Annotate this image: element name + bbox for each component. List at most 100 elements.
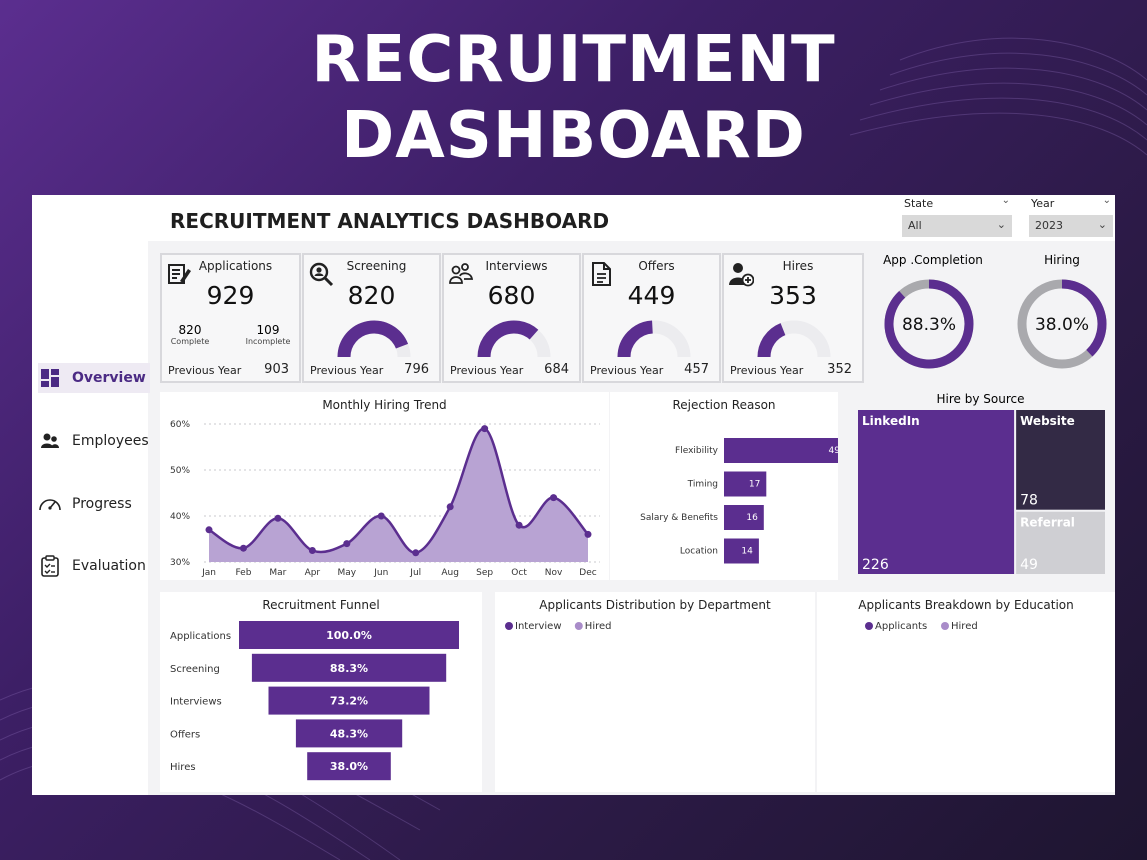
data-label: 17 (749, 480, 760, 490)
funnel-stage-label: Interviews (170, 697, 222, 708)
document-icon (592, 262, 611, 286)
kpi-prev-label: Previous Year (590, 364, 664, 377)
bar (724, 538, 759, 564)
hero-title-line1: RECRUITMENT (311, 23, 836, 97)
y-tick-label: 30% (170, 558, 190, 568)
department-chart: InterviewHiredMarketing15581Information … (505, 456, 769, 632)
x-tick-label: Dec (579, 568, 596, 578)
kpi-gauge (477, 320, 551, 358)
nav-item-progress[interactable]: Progress (38, 489, 150, 519)
rejection-reason-card: Rejection Reason Flexibility 49 Timing 17 Sa… (610, 392, 846, 580)
hire-by-source-treemap: LinkedIn 226 Website 78 Referral 49 (858, 410, 1105, 574)
category-label: Timing (687, 480, 718, 490)
treemap-tile (858, 410, 1015, 574)
clipboard-icon (38, 554, 62, 578)
trend-point (412, 549, 420, 557)
chart-title: Applicants Breakdown by Education (858, 598, 1074, 612)
incomplete-label: Incomplete (245, 337, 291, 346)
hero-title: RECRUITMENT DASHBOARD (0, 22, 1147, 174)
kpi-gauge (757, 320, 831, 358)
gauge-fill (337, 320, 409, 358)
incomplete-count: 109 (256, 323, 280, 337)
tile-value: 78 (1020, 493, 1038, 509)
funnel-bar (307, 752, 391, 781)
legend-label: Hired (951, 621, 978, 632)
funnel-value-label: 100.0% (326, 629, 372, 642)
trend-point (308, 547, 316, 554)
x-tick-label: Aug (441, 568, 459, 578)
chevron-down-icon: ⌄ (996, 218, 1006, 231)
nav-item-evaluation[interactable]: Evaluation (38, 551, 150, 581)
funnel-value-label: 73.2% (330, 695, 368, 708)
kpi-title: Hires (782, 259, 814, 273)
funnel-value-label: 48.3% (330, 727, 368, 740)
chevron-down-icon: ⌄ (1097, 218, 1107, 231)
chevron-down-icon[interactable]: ⌄ (1102, 195, 1111, 206)
funnel-value-label: 38.0% (330, 760, 368, 773)
gauge-fill (757, 323, 786, 358)
group-icon (449, 263, 474, 284)
x-tick-label: Nov (545, 568, 563, 578)
bar (724, 471, 767, 497)
nav-item-employees[interactable]: Employees (38, 426, 150, 456)
kpi-screening: Screening 820 Previous Year 796 (302, 253, 441, 383)
data-label: 49 (829, 446, 838, 456)
recruitment-funnel-chart: Applications 100.0% Screening 88.3% Intervie… (170, 621, 459, 781)
year-filter-label: Year (1031, 197, 1055, 210)
gauge-fill (477, 320, 539, 358)
category-label: Flexibility (675, 446, 719, 456)
year-select-value: 2023 (1035, 219, 1063, 232)
kpi-value: 449 (627, 281, 676, 310)
donut-title-completion: App .Completion (883, 253, 983, 267)
tile-value: 49 (1020, 557, 1038, 573)
nav-item-overview[interactable]: Overview (38, 363, 150, 393)
state-select[interactable]: All ⌄ (902, 215, 1012, 237)
x-tick-label: Jul (409, 568, 421, 578)
tile-label: LinkedIn (862, 414, 920, 428)
monthly-hiring-trend-card: Monthly Hiring Trend 30% 40% 50% 60% Jan Feb M… (160, 392, 609, 580)
legend-label: Hired (585, 621, 612, 632)
kpi-prev-value: 796 (404, 362, 429, 377)
trend-point (377, 512, 385, 520)
year-select[interactable]: 2023 ⌄ (1029, 215, 1113, 237)
funnel-stage-label: Hires (170, 762, 196, 773)
tile-label: Referral (1020, 516, 1075, 530)
nav-item-label: Evaluation (72, 558, 146, 574)
donut-section: App .Completion Hiring 88.3% 38.0% (867, 247, 1115, 387)
x-tick-label: May (338, 568, 357, 578)
dashboard-title: RECRUITMENT ANALYTICS DASHBOARD (170, 209, 610, 233)
x-tick-label: Jun (373, 568, 388, 578)
x-tick-label: Feb (235, 568, 251, 578)
chart-title: Monthly Hiring Trend (322, 398, 447, 412)
kpi-prev-value: 352 (827, 362, 852, 377)
trend-point (515, 521, 523, 529)
legend-marker (505, 622, 513, 630)
data-label: 14 (741, 547, 753, 557)
kpi-title: Applications (198, 259, 273, 273)
trend-point (446, 503, 454, 511)
dashboard-icon (38, 366, 62, 390)
kpi-value: 680 (487, 281, 536, 310)
treemap-tile (1016, 511, 1105, 574)
add-user-icon (729, 263, 754, 287)
category-label: Salary & Benefits (640, 513, 718, 523)
x-tick-label: Jan (201, 568, 216, 578)
donut-arc (1061, 279, 1107, 357)
document-edit-icon (168, 264, 191, 284)
kpi-value: 929 (206, 281, 255, 310)
funnel-bar (268, 686, 430, 715)
chart-title: Hire by Source (936, 392, 1025, 406)
nav-item-label: Progress (72, 496, 132, 512)
y-tick-label: 50% (170, 466, 190, 476)
complete-count: 820 (178, 323, 202, 337)
legend-label: Interview (515, 621, 562, 632)
kpi-prev-label: Previous Year (450, 364, 524, 377)
trend-point (205, 526, 213, 534)
chevron-down-icon[interactable]: ⌄ (1001, 195, 1010, 206)
chart-title: Recruitment Funnel (262, 598, 380, 612)
nav-item-label: Employees (72, 433, 149, 449)
recruitment-funnel-card: Recruitment Funnel Applications 100.0% Scr… (160, 592, 482, 792)
chart-title: Applicants Distribution by Department (539, 598, 771, 612)
kpi-prev-value: 457 (684, 362, 709, 377)
x-tick-label: Sep (476, 568, 493, 578)
